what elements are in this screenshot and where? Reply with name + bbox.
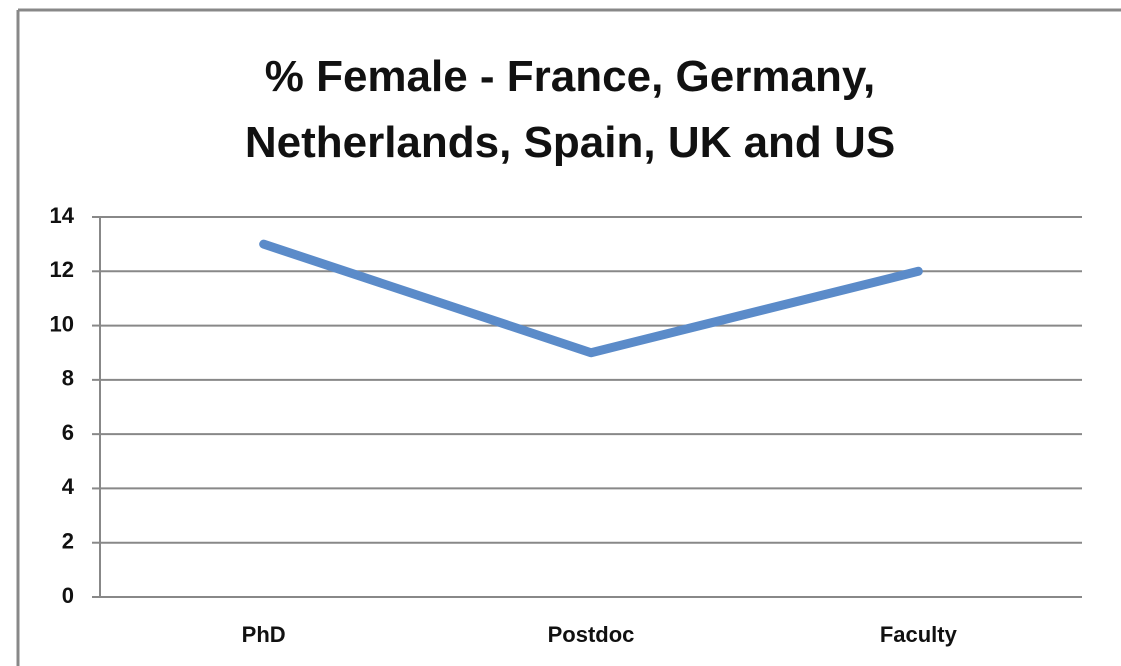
x-tick-label: PhD bbox=[242, 622, 286, 647]
y-tick-label: 8 bbox=[62, 366, 74, 391]
x-tick-label: Postdoc bbox=[548, 622, 635, 647]
y-tick-label: 4 bbox=[62, 474, 75, 499]
y-tick-label: 10 bbox=[50, 311, 74, 336]
y-tick-label: 0 bbox=[62, 583, 74, 608]
y-tick-label: 12 bbox=[50, 257, 74, 282]
x-tick-label: Faculty bbox=[880, 622, 958, 647]
data-line bbox=[259, 239, 923, 358]
chart-title: % Female - France, Germany, Netherlands,… bbox=[244, 52, 896, 167]
y-tick-label: 2 bbox=[62, 529, 74, 554]
y-tick-label: 6 bbox=[62, 420, 74, 445]
y-tick-label: 14 bbox=[50, 203, 75, 228]
